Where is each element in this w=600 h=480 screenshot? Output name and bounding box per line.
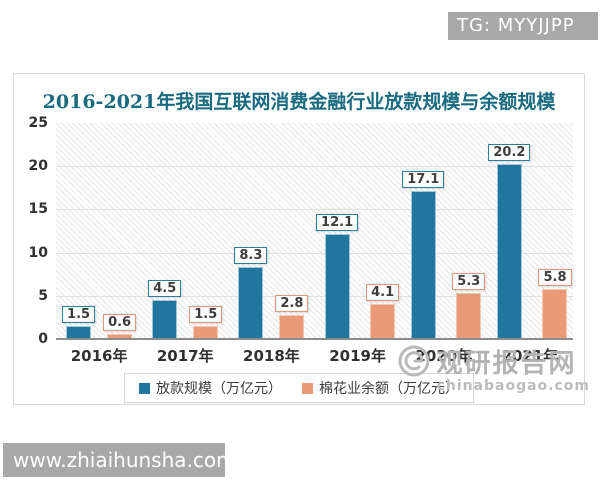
series-0-bar <box>66 326 92 339</box>
gridline <box>56 252 573 254</box>
series-1-bar <box>107 333 133 339</box>
bar-value-label: 5.3 <box>452 273 486 291</box>
bar-col: 5.8 <box>538 268 572 339</box>
series-1-bar <box>279 314 305 339</box>
footer-url: www.zhiaihunsha.com <box>3 443 236 477</box>
bar-col: 17.1 <box>402 171 445 339</box>
balance-swatch-icon <box>302 382 313 394</box>
x-tick-label: 2017年 <box>156 347 214 365</box>
bar-col: 1.5 <box>62 306 96 339</box>
chart-panel: 2016-2021年我国互联网消费金融行业放款规模与余额规模 25 20 15 10 5… <box>13 73 585 405</box>
series-1-bar <box>193 326 219 339</box>
series-0-bar <box>410 191 436 339</box>
bar-groups: 1.5 0.6 4.5 1.5 8.3 2.8 12.1 4.1 17.1 5.3 20.2 5.8 <box>56 123 573 339</box>
bar-value-label: 0.6 <box>103 313 137 331</box>
bar-col: 5.3 <box>452 273 486 339</box>
bar-group-2019年: 12.1 4.1 <box>315 123 401 339</box>
bar-value-label: 4.5 <box>148 280 182 298</box>
legend-item-loans: 放款规模（万亿元） <box>139 378 282 398</box>
bar-value-label: 17.1 <box>402 171 445 189</box>
x-tick-label: 2019年 <box>329 347 386 365</box>
bar-value-label: 8.3 <box>234 247 268 265</box>
bar-group-2016年: 1.5 0.6 <box>56 123 142 339</box>
gridline <box>56 166 573 168</box>
x-axis-labels: 2016年 2017年 2018年 2019年 2020年 2021年 <box>56 345 573 366</box>
series-0-bar <box>152 300 178 339</box>
legend-item-balance: 棉花业余额（万亿元） <box>302 378 459 398</box>
gridline <box>56 295 573 297</box>
bar-value-label: 4.1 <box>366 283 400 301</box>
bar-group-2021年: 20.2 5.8 <box>487 123 573 339</box>
legend-label-loans: 放款规模（万亿元） <box>156 381 282 397</box>
series-0-bar <box>238 267 264 339</box>
bar-value-label: 12.1 <box>316 214 359 232</box>
chart-title: 2016-2021年我国互联网消费金融行业放款规模与余额规模 <box>42 91 556 113</box>
bar-group-2020年: 17.1 5.3 <box>401 123 487 339</box>
bar-col: 4.5 <box>148 280 182 339</box>
y-tick-label: 0 <box>38 331 48 347</box>
bar-col: 4.1 <box>366 283 400 339</box>
bar-col: 20.2 <box>488 144 531 339</box>
bar-value-label: 2.8 <box>275 294 309 312</box>
legend-label-balance: 棉花业余额（万亿元） <box>319 381 459 397</box>
series-1-bar <box>542 288 568 339</box>
x-tick-label: 2020年 <box>415 347 473 365</box>
bar-value-label: 20.2 <box>488 144 531 162</box>
series-0-bar <box>324 234 350 339</box>
y-tick-label: 5 <box>38 287 48 304</box>
bar-col: 0.6 <box>103 313 137 339</box>
bar-col: 2.8 <box>275 294 309 339</box>
series-1-bar <box>370 303 396 339</box>
y-tick-label: 10 <box>28 244 48 261</box>
bar-value-label: 1.5 <box>189 306 223 324</box>
y-tick-label: 20 <box>28 158 48 175</box>
x-tick-label: 2016年 <box>70 347 128 365</box>
x-axis-line <box>56 338 573 340</box>
loans-swatch-icon <box>139 382 150 394</box>
bar-value-label: 1.5 <box>62 306 96 324</box>
telegram-badge: TG: MYYJJPP <box>448 12 598 40</box>
bar-col: 1.5 <box>189 306 223 339</box>
bar-value-label: 5.8 <box>538 268 572 286</box>
series-1-bar <box>456 293 482 339</box>
bar-group-2018年: 8.3 2.8 <box>228 123 314 339</box>
gridline <box>56 209 573 211</box>
series-0-bar <box>496 164 522 339</box>
plot-area: 1.5 0.6 4.5 1.5 8.3 2.8 12.1 4.1 17.1 5.3 20.2 5.8 <box>56 123 573 339</box>
legend: 放款规模（万亿元） 棉花业余额（万亿元） <box>124 373 474 403</box>
x-tick-label: 2018年 <box>243 347 300 365</box>
bar-group-2017年: 4.5 1.5 <box>142 123 228 339</box>
y-tick-label: 25 <box>28 115 48 131</box>
y-tick-label: 15 <box>28 201 48 218</box>
bar-col: 8.3 <box>234 247 268 339</box>
x-tick-label: 2021年 <box>501 347 559 365</box>
bar-col: 12.1 <box>316 214 359 339</box>
